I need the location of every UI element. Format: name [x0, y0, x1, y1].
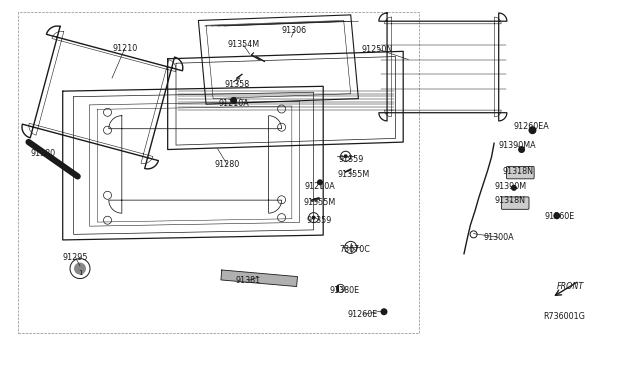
Text: 91359: 91359 — [307, 216, 332, 225]
Circle shape — [317, 179, 323, 185]
Text: 91354M: 91354M — [227, 40, 259, 49]
Circle shape — [518, 146, 525, 153]
Bar — [18, 12, 419, 333]
Text: 91295: 91295 — [63, 253, 88, 262]
Circle shape — [230, 97, 237, 104]
Text: 91260E: 91260E — [545, 212, 575, 221]
Circle shape — [74, 263, 86, 275]
Text: 91381: 91381 — [236, 276, 261, 285]
Text: 91280: 91280 — [214, 160, 240, 169]
Text: 91260E: 91260E — [348, 310, 378, 319]
Text: 91210A: 91210A — [218, 99, 249, 108]
Text: 91318N: 91318N — [495, 196, 525, 205]
Text: 91260EA: 91260EA — [513, 122, 549, 131]
Text: 91359: 91359 — [338, 155, 364, 164]
Text: 91390MA: 91390MA — [499, 141, 536, 150]
Polygon shape — [221, 270, 298, 286]
Text: 91355M: 91355M — [303, 198, 335, 207]
Circle shape — [511, 185, 517, 191]
Text: R736001G: R736001G — [543, 312, 586, 321]
Text: 91358: 91358 — [224, 80, 250, 89]
Text: 91300A: 91300A — [483, 233, 514, 242]
Text: 91390M: 91390M — [494, 182, 526, 191]
Text: 73670C: 73670C — [340, 246, 371, 254]
FancyBboxPatch shape — [501, 197, 529, 209]
Text: 91250N: 91250N — [362, 45, 393, 54]
FancyBboxPatch shape — [506, 166, 534, 179]
Text: 91210A: 91210A — [305, 182, 335, 191]
Text: 1: 1 — [77, 270, 83, 276]
Text: 91355M: 91355M — [338, 170, 370, 179]
Circle shape — [529, 126, 536, 134]
Text: 91318N: 91318N — [503, 167, 534, 176]
Circle shape — [312, 216, 316, 219]
Text: 91380: 91380 — [30, 149, 56, 158]
Circle shape — [381, 308, 387, 315]
Circle shape — [554, 212, 560, 219]
Text: 91306: 91306 — [282, 26, 307, 35]
Text: 91380E: 91380E — [329, 286, 360, 295]
Circle shape — [344, 154, 348, 158]
Text: 91210: 91210 — [112, 44, 138, 53]
Text: FRONT: FRONT — [557, 282, 584, 291]
